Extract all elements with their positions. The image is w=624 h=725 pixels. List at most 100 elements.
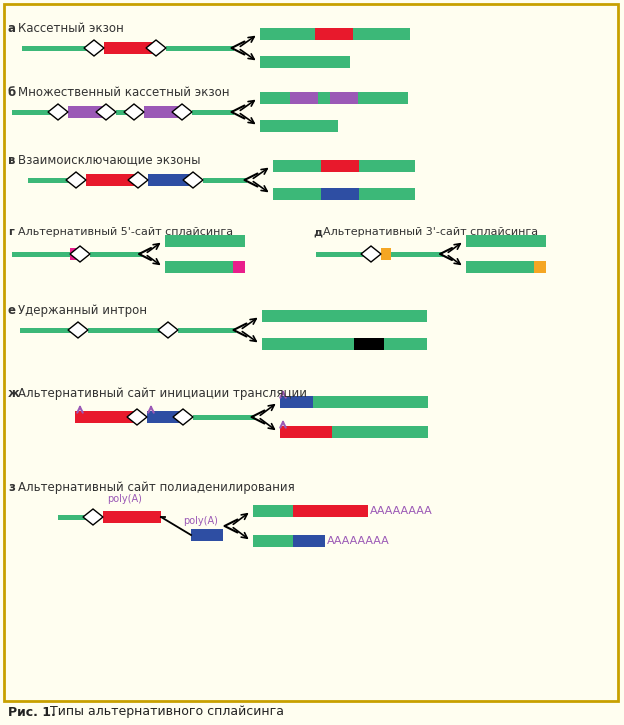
Bar	[165, 235, 245, 247]
Polygon shape	[68, 322, 88, 338]
Bar	[28, 178, 76, 183]
Bar	[70, 248, 80, 260]
Bar	[12, 109, 58, 115]
Bar	[391, 252, 443, 257]
Bar	[359, 188, 415, 200]
Text: г: г	[8, 227, 14, 237]
Text: Удержанный интрон: Удержанный интрон	[18, 304, 147, 317]
Polygon shape	[146, 40, 166, 56]
Bar	[58, 515, 93, 520]
Bar	[253, 505, 293, 517]
Bar	[12, 252, 70, 257]
Bar	[191, 529, 223, 541]
Bar	[293, 505, 368, 517]
Text: Альтернативный сайт инициации трансляции: Альтернативный сайт инициации трансляции	[18, 386, 307, 399]
Text: д: д	[313, 227, 322, 237]
Bar	[359, 160, 415, 172]
Text: в: в	[8, 154, 16, 167]
Polygon shape	[128, 172, 148, 188]
Bar	[384, 338, 427, 350]
Text: ж: ж	[8, 386, 20, 399]
Polygon shape	[127, 409, 147, 425]
Bar	[353, 28, 410, 40]
Bar	[316, 252, 371, 257]
Bar	[262, 310, 427, 322]
Bar	[193, 415, 255, 420]
Bar	[233, 261, 245, 273]
Bar	[20, 328, 78, 333]
Bar	[293, 535, 325, 547]
Bar	[104, 42, 156, 54]
Bar	[280, 396, 313, 408]
Bar	[253, 535, 293, 547]
Text: Альтернативный сайт полиаденилирования: Альтернативный сайт полиаденилирования	[18, 481, 295, 494]
Bar	[466, 235, 546, 247]
Bar	[192, 109, 234, 115]
Bar	[534, 261, 546, 273]
Text: Множественный кассетный экзон: Множественный кассетный экзон	[18, 86, 230, 99]
Text: з: з	[8, 481, 15, 494]
Bar	[260, 92, 290, 104]
Bar	[260, 56, 350, 68]
Bar	[466, 261, 534, 273]
Polygon shape	[158, 322, 178, 338]
Bar	[332, 426, 428, 438]
Bar	[165, 261, 233, 273]
Polygon shape	[173, 409, 193, 425]
Bar	[75, 411, 137, 423]
Polygon shape	[70, 246, 90, 262]
Bar	[148, 174, 193, 186]
Bar	[273, 160, 321, 172]
Text: Рис. 1.: Рис. 1.	[8, 705, 56, 718]
Text: Альтернативный 3'-сайт сплайсинга: Альтернативный 3'-сайт сплайсинга	[323, 227, 538, 237]
Bar	[260, 28, 315, 40]
Bar	[358, 92, 408, 104]
Text: Альтернативный 5'-сайт сплайсинга: Альтернативный 5'-сайт сплайсинга	[18, 227, 233, 237]
Bar	[262, 338, 354, 350]
Polygon shape	[96, 104, 116, 120]
Bar	[354, 338, 384, 350]
Bar	[90, 252, 142, 257]
Polygon shape	[183, 172, 203, 188]
Polygon shape	[124, 104, 144, 120]
Bar	[116, 109, 134, 115]
Bar	[68, 106, 106, 118]
Text: Кассетный экзон: Кассетный экзон	[18, 22, 124, 35]
Text: б: б	[8, 86, 16, 99]
Bar	[178, 328, 236, 333]
Text: е: е	[8, 304, 16, 317]
Text: Типы альтернативного сплайсинга: Типы альтернативного сплайсинга	[50, 705, 284, 718]
Bar	[280, 426, 332, 438]
Text: AAAAAAAA: AAAAAAAA	[370, 506, 433, 516]
Text: poly(A): poly(A)	[183, 516, 218, 526]
Bar	[321, 160, 359, 172]
Bar	[88, 328, 168, 333]
Polygon shape	[172, 104, 192, 120]
Bar	[330, 92, 358, 104]
Bar	[86, 174, 138, 186]
Bar	[144, 106, 182, 118]
Bar	[321, 188, 359, 200]
Polygon shape	[48, 104, 68, 120]
Bar	[315, 28, 353, 40]
Bar	[318, 92, 330, 104]
Bar	[203, 178, 247, 183]
Bar	[290, 92, 318, 104]
Bar	[22, 46, 94, 51]
Bar	[313, 396, 428, 408]
Bar	[103, 511, 161, 523]
Bar	[381, 248, 391, 260]
Bar	[273, 188, 321, 200]
Polygon shape	[66, 172, 86, 188]
Bar	[260, 120, 338, 132]
Text: poly(A): poly(A)	[107, 494, 142, 504]
Polygon shape	[361, 246, 381, 262]
Text: Взаимоисключающие экзоны: Взаимоисключающие экзоны	[18, 154, 200, 167]
Bar	[166, 46, 234, 51]
Polygon shape	[84, 40, 104, 56]
Bar	[147, 411, 183, 423]
Polygon shape	[83, 509, 103, 525]
FancyBboxPatch shape	[4, 4, 618, 701]
Text: а: а	[8, 22, 16, 35]
Text: AAAAAAAA: AAAAAAAA	[327, 536, 390, 546]
